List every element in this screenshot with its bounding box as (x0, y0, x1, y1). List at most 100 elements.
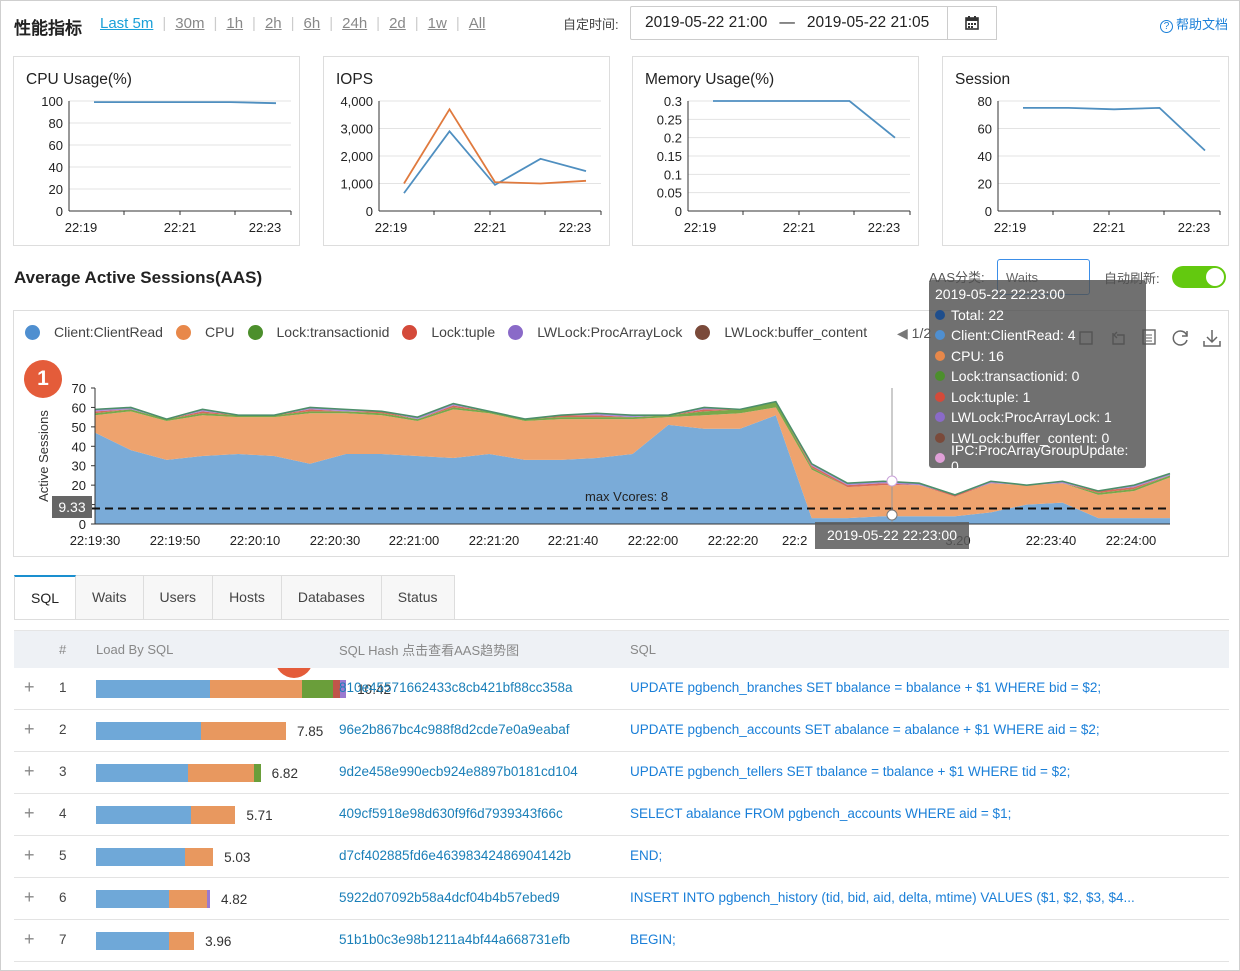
load-bar-segment (96, 806, 191, 824)
range-1w[interactable]: 1w (427, 15, 447, 32)
x-tick-label: 22:23 (1178, 220, 1211, 235)
legend-page: 1/2 (911, 325, 932, 341)
sql-hash-link[interactable]: d7cf402885fd6e46398342486904142b (339, 848, 571, 863)
y-tick-label: 0.25 (657, 112, 682, 127)
calendar-button[interactable] (947, 6, 997, 40)
tab-users[interactable]: Users (143, 575, 214, 620)
sql-hash-link[interactable]: 51b1b0c3e98b1211a4bf44a668731efb (339, 932, 570, 947)
legend-item[interactable]: LWLock:buffer_content (695, 324, 867, 340)
range-separator: | (414, 15, 419, 32)
expand-plus-icon[interactable]: + (24, 887, 35, 907)
table-header: # Load By SQL SQL Hash 点击查看AAS趋势图 SQL (14, 630, 1229, 668)
load-value: 3.96 (205, 934, 232, 949)
tooltip-dot-icon (935, 432, 945, 443)
expand-plus-icon[interactable]: + (24, 761, 35, 781)
tab-databases[interactable]: Databases (281, 575, 382, 620)
legend-item[interactable]: LWLock:ProcArrayLock (508, 324, 682, 340)
load-bar (96, 890, 210, 908)
load-value: 5.03 (224, 850, 251, 865)
legend-label: LWLock:ProcArrayLock (537, 324, 683, 340)
range-2d[interactable]: 2d (389, 15, 406, 32)
sql-hash-link[interactable]: 5922d07092b58a4dcf04b4b57ebed9 (339, 890, 560, 905)
legend-item[interactable]: CPU (175, 324, 235, 340)
sql-hash-link[interactable]: 409cf5918e98d630f9f6d7939343f66c (339, 806, 563, 821)
load-bar (96, 848, 214, 866)
legend-dot-icon (247, 324, 263, 340)
tooltip-line: Total: 22 (935, 305, 1140, 326)
sql-hash-link[interactable]: 96e2b867bc4c988f8d2cde7e0a9eabaf (339, 722, 570, 737)
legend-pager[interactable]: ◀ 1/2 (897, 325, 931, 342)
date-dash: — (779, 14, 795, 31)
start-time: 2019-05-22 21:00 (645, 14, 768, 31)
y-tick-label: 20 (978, 177, 992, 192)
x-tick-label: 22:23 (559, 220, 592, 235)
expand-plus-icon[interactable]: + (24, 845, 35, 865)
range-1h[interactable]: 1h (226, 15, 244, 32)
series-line-1 (713, 100, 896, 139)
download-icon[interactable] (1202, 328, 1221, 347)
range-24h[interactable]: 24h (342, 15, 368, 32)
sql-text-link[interactable]: UPDATE pgbench_accounts SET abalance = a… (630, 722, 1100, 737)
legend-item[interactable]: Lock:tuple (402, 324, 495, 340)
prev-page-icon[interactable]: ◀ (897, 325, 908, 341)
tab-hosts[interactable]: Hosts (213, 575, 282, 620)
load-value: 7.85 (297, 724, 324, 739)
y-tick-label: 0.15 (657, 149, 682, 164)
auto-refresh-toggle[interactable] (1172, 266, 1226, 288)
range-last-5m[interactable]: Last 5m (100, 15, 154, 32)
tooltip-line: CPU: 16 (935, 346, 1140, 367)
load-bar (96, 764, 261, 782)
sql-text-link[interactable]: END; (630, 848, 663, 863)
sql-hash-link[interactable]: 810e45571662433c8cb421bf88cc358a (339, 680, 573, 695)
y-tick-label: 40 (978, 149, 992, 164)
help-icon: ? (1159, 20, 1173, 33)
tab-divider (14, 619, 1229, 620)
expand-plus-icon[interactable]: + (24, 719, 35, 739)
x-tick-label: 22:23 (249, 220, 282, 235)
expand-plus-icon[interactable]: + (24, 677, 35, 697)
expand-plus-icon[interactable]: + (24, 929, 35, 949)
refresh-icon[interactable] (1171, 328, 1189, 346)
load-bar-segment (210, 680, 302, 698)
metric-panel-4: Session 80 60 40 20 0 22:19 22:21 22:23 (942, 56, 1229, 246)
sql-text-link[interactable]: SELECT abalance FROM pgbench_accounts WH… (630, 806, 1012, 821)
legend-item[interactable]: Lock:transactionid (247, 324, 389, 340)
tab-waits[interactable]: Waits (76, 575, 144, 620)
row-number: 4 (59, 806, 67, 821)
series-line-1 (403, 129, 587, 194)
range-all[interactable]: All (468, 15, 486, 32)
tooltip-dot-icon (935, 391, 945, 402)
range-30m[interactable]: 30m (175, 15, 205, 32)
tab-status[interactable]: Status (381, 575, 455, 620)
help-label: 帮助文档 (1175, 17, 1228, 32)
load-value: 10.42 (357, 682, 391, 697)
range-6h[interactable]: 6h (303, 15, 321, 32)
sql-text-link[interactable]: UPDATE pgbench_branches SET bbalance = b… (630, 680, 1102, 695)
row-number: 5 (59, 848, 67, 863)
load-value: 5.71 (246, 808, 273, 823)
y-tick-label: 100 (41, 94, 63, 109)
tab-sql[interactable]: SQL (14, 575, 77, 620)
row-number: 7 (59, 932, 67, 947)
detail-tabs: SQL Waits Users Hosts Databases Status (14, 575, 455, 620)
metric-chart: 80 60 40 20 022:19 22:21 22:23 (978, 94, 1221, 235)
load-bar-segment (301, 680, 334, 698)
tooltip-text: CPU: 16 (951, 347, 1004, 364)
tooltip-line: LWLock:buffer_content: 0 (935, 428, 1140, 449)
load-bar-segment (96, 848, 185, 866)
sql-hash-link[interactable]: 9d2e458e990ecb924e8897b0181cd104 (339, 764, 578, 779)
sql-text-link[interactable]: UPDATE pgbench_tellers SET tbalance = tb… (630, 764, 1071, 779)
tooltip-dot-icon (935, 309, 945, 320)
table-row: +4 5.71 409cf5918e98d630f9f6d7939343f66c SE… (14, 794, 1229, 836)
y-tick-label: 0.3 (664, 94, 682, 109)
date-range-input[interactable]: 2019-05-22 21:00 — 2019-05-22 21:05 (630, 6, 962, 40)
tooltip-line: LWLock:ProcArrayLock: 1 (935, 407, 1140, 428)
sql-text-link[interactable]: BEGIN; (630, 932, 676, 947)
legend-item[interactable]: Client:ClientRead (25, 324, 163, 340)
sql-text-link[interactable]: INSERT INTO pgbench_history (tid, bid, a… (630, 890, 1135, 905)
callout-badge-1: 1 (24, 360, 62, 398)
range-2h[interactable]: 2h (264, 15, 282, 32)
expand-plus-icon[interactable]: + (24, 803, 35, 823)
y-tick-label: 60 (49, 138, 63, 153)
help-link[interactable]: ? 帮助文档 (1159, 14, 1228, 33)
